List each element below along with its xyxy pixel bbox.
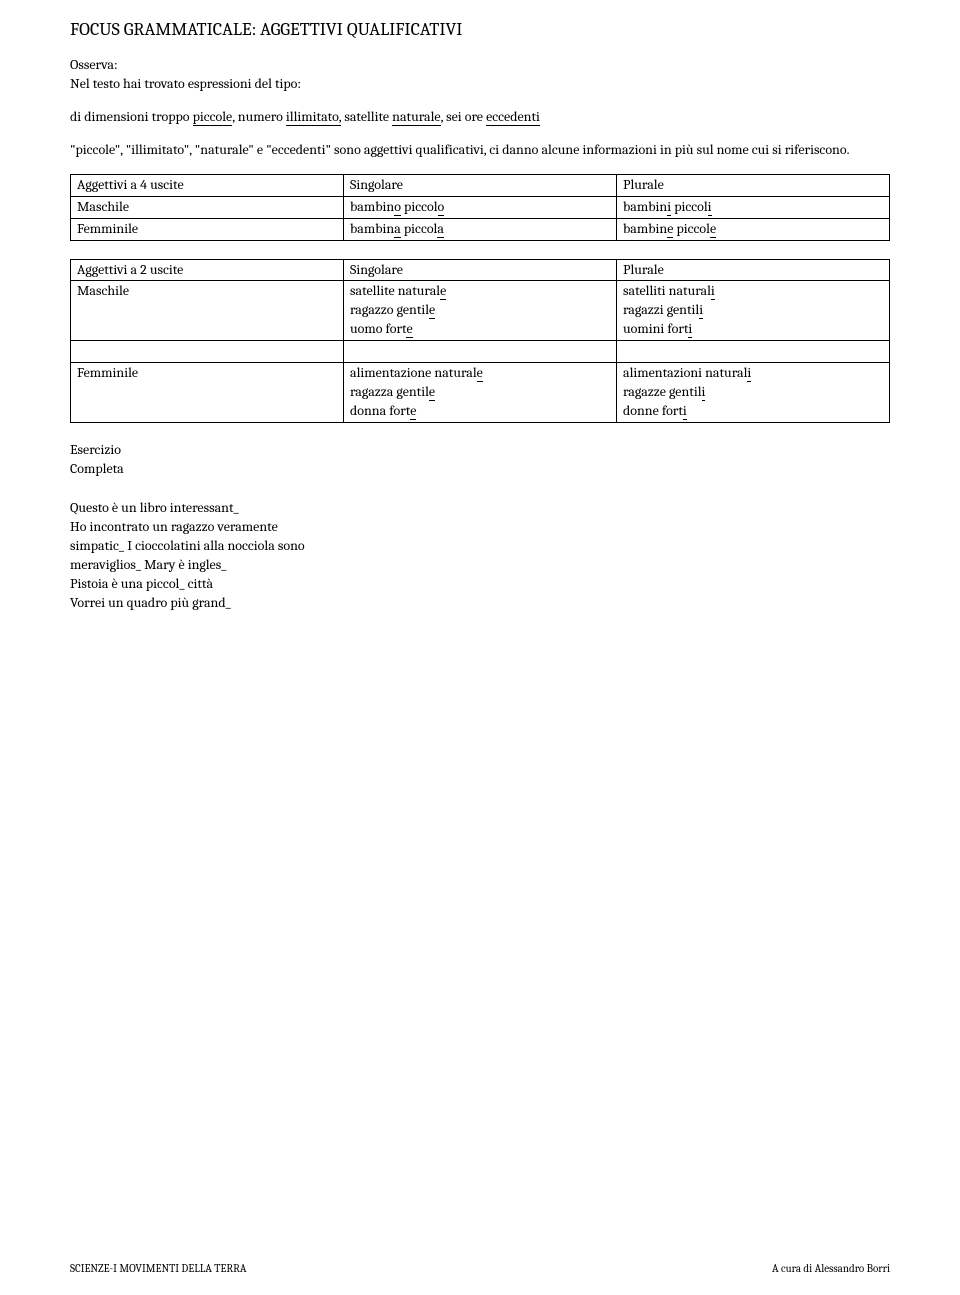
text: ragazza gentil bbox=[350, 383, 429, 400]
underlined: i bbox=[747, 364, 751, 382]
underlined: i bbox=[702, 383, 706, 401]
page-footer: SCIENZE-I MOVIMENTI DELLA TERRA A cura d… bbox=[70, 1262, 890, 1277]
underlined: a bbox=[437, 220, 444, 238]
cell: Aggettivi a 2 uscite bbox=[71, 259, 344, 281]
cell: alimentazione naturale ragazza gentile d… bbox=[344, 362, 617, 422]
cell: Singolare bbox=[344, 259, 617, 281]
table-row-spacer bbox=[71, 341, 890, 363]
table-row: Maschile bambino piccolo bambini piccoli bbox=[71, 196, 890, 218]
example-line: di dimensioni troppo piccole, numero ill… bbox=[70, 108, 890, 127]
text: satelliti natural bbox=[623, 282, 711, 299]
cell: satellite naturale ragazzo gentile uomo … bbox=[344, 281, 617, 341]
cell: Maschile bbox=[71, 196, 344, 218]
underlined-piccole: piccole bbox=[193, 108, 233, 126]
cell: Femminile bbox=[71, 218, 344, 240]
text: bambin bbox=[623, 220, 667, 237]
text: donna fort bbox=[350, 402, 410, 419]
esercizio-label: Esercizio bbox=[70, 441, 890, 460]
table-row: Femminile alimentazione naturale ragazza… bbox=[71, 362, 890, 422]
cell bbox=[617, 341, 890, 363]
text: satellite natural bbox=[350, 282, 440, 299]
footer-left: SCIENZE-I MOVIMENTI DELLA TERRA bbox=[70, 1262, 246, 1277]
underlined: i bbox=[711, 282, 715, 300]
cell bbox=[71, 341, 344, 363]
text: piccol bbox=[673, 220, 710, 237]
cell: Singolare bbox=[344, 174, 617, 196]
underlined-illimitato: illimitato, bbox=[286, 108, 341, 126]
table-row: Femminile bambina piccola bambine piccol… bbox=[71, 218, 890, 240]
exercise-line: Ho incontrato un ragazzo veramente bbox=[70, 518, 890, 537]
underlined: e bbox=[477, 364, 483, 382]
page-title: FOCUS GRAMMATICALE: AGGETTIVI QUALIFICAT… bbox=[70, 18, 890, 42]
text: ragazze gentil bbox=[623, 383, 702, 400]
cell: bambino piccolo bbox=[344, 196, 617, 218]
completa-label: Completa bbox=[70, 460, 890, 479]
cell: Plurale bbox=[617, 174, 890, 196]
cell: Maschile bbox=[71, 281, 344, 341]
text: donne fort bbox=[623, 402, 683, 419]
text: satellite bbox=[341, 108, 392, 125]
text: ragazzo gentil bbox=[350, 301, 429, 318]
text: , sei ore bbox=[441, 108, 486, 125]
text: uomo fort bbox=[350, 320, 406, 337]
cell bbox=[344, 341, 617, 363]
text: di dimensioni troppo bbox=[70, 108, 193, 125]
underlined: o bbox=[394, 198, 401, 216]
underlined: i bbox=[699, 301, 703, 319]
exercise-line: Pistoia è una piccol_ città bbox=[70, 575, 890, 594]
text: alimentazioni natural bbox=[623, 364, 747, 381]
exercise-line: simpatic_ I cioccolatini alla nocciola s… bbox=[70, 537, 890, 556]
underlined: i bbox=[683, 402, 687, 420]
esercizio-block: Esercizio Completa Questo è un libro int… bbox=[70, 441, 890, 613]
exercise-lines: Questo è un libro interessant_ Ho incont… bbox=[70, 499, 890, 612]
text: bambin bbox=[350, 220, 394, 237]
explain-text: "piccole", "illimitato", "naturale" e "e… bbox=[70, 141, 890, 160]
text: piccol bbox=[671, 198, 708, 215]
underlined: a bbox=[394, 220, 401, 238]
table-row: Aggettivi a 2 uscite Singolare Plurale bbox=[71, 259, 890, 281]
underlined-eccedenti: eccedenti bbox=[486, 108, 540, 126]
footer-right: A cura di Alessandro Borri bbox=[772, 1262, 890, 1277]
text: , numero bbox=[232, 108, 286, 125]
exercise-line: Questo è un libro interessant_ bbox=[70, 499, 890, 518]
underlined: e bbox=[410, 402, 416, 420]
text: bambin bbox=[350, 198, 394, 215]
cell: bambina piccola bbox=[344, 218, 617, 240]
text: ragazzi gentil bbox=[623, 301, 699, 318]
underlined: i bbox=[708, 198, 712, 216]
text: uomini fort bbox=[623, 320, 688, 337]
osserva-text: Nel testo hai trovato espressioni del ti… bbox=[70, 75, 890, 94]
cell: bambini piccoli bbox=[617, 196, 890, 218]
osserva-label: Osserva: bbox=[70, 56, 890, 75]
cell: Femminile bbox=[71, 362, 344, 422]
cell: alimentazioni naturali ragazze gentili d… bbox=[617, 362, 890, 422]
text: piccol bbox=[401, 198, 438, 215]
table-row: Maschile satellite naturale ragazzo gent… bbox=[71, 281, 890, 341]
table-4-uscite: Aggettivi a 4 uscite Singolare Plurale M… bbox=[70, 174, 890, 241]
text: bambin bbox=[623, 198, 667, 215]
underlined: e bbox=[429, 301, 435, 319]
underlined: e bbox=[710, 220, 716, 238]
table-2-uscite: Aggettivi a 2 uscite Singolare Plurale M… bbox=[70, 259, 890, 423]
underlined: e bbox=[429, 383, 435, 401]
table-row: Aggettivi a 4 uscite Singolare Plurale bbox=[71, 174, 890, 196]
exercise-line: Vorrei un quadro più grand_ bbox=[70, 594, 890, 613]
cell: Plurale bbox=[617, 259, 890, 281]
underlined: o bbox=[438, 198, 445, 216]
cell: bambine piccole bbox=[617, 218, 890, 240]
cell: Aggettivi a 4 uscite bbox=[71, 174, 344, 196]
underlined: e bbox=[440, 282, 446, 300]
underlined-naturale: naturale bbox=[392, 108, 440, 126]
cell: satelliti naturali ragazzi gentili uomin… bbox=[617, 281, 890, 341]
underlined: i bbox=[688, 320, 692, 338]
osserva-block: Osserva: Nel testo hai trovato espressio… bbox=[70, 56, 890, 94]
exercise-line: meraviglios_ Mary è ingles_ bbox=[70, 556, 890, 575]
underlined: e bbox=[406, 320, 412, 338]
text: alimentazione natural bbox=[350, 364, 477, 381]
text: piccol bbox=[401, 220, 438, 237]
